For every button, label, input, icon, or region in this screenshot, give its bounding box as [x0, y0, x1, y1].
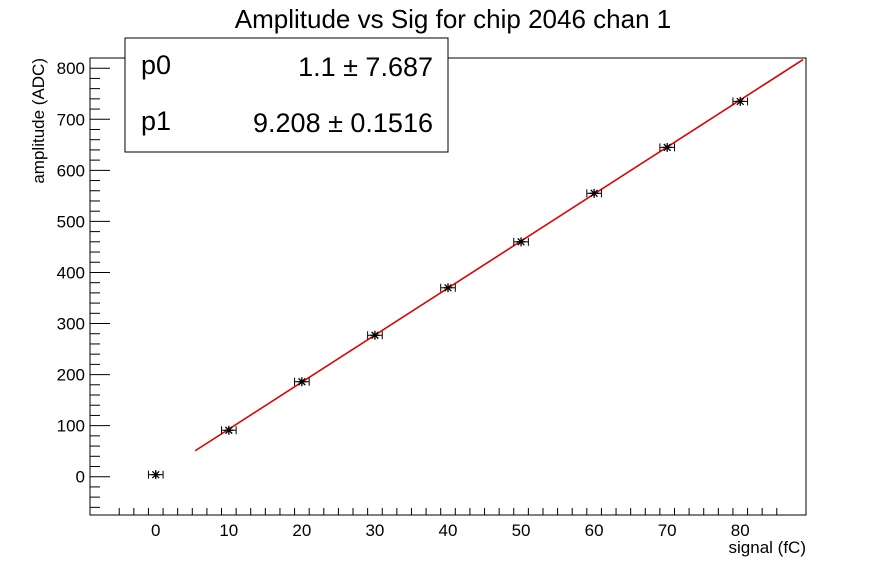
y-tick-label: 600 — [57, 161, 85, 180]
y-tick-label: 700 — [57, 110, 85, 129]
y-tick-label: 400 — [57, 263, 85, 282]
data-point — [294, 377, 310, 387]
data-point — [367, 330, 383, 340]
x-tick-label: 30 — [365, 521, 384, 540]
x-tick-label: 40 — [439, 521, 458, 540]
data-point — [440, 283, 456, 293]
x-tick-label: 20 — [292, 521, 311, 540]
y-tick-label: 300 — [57, 315, 85, 334]
fit-layer — [194, 58, 804, 452]
x-tick-label: 50 — [512, 521, 531, 540]
fit-line — [194, 58, 804, 452]
star-marker — [370, 330, 380, 340]
star-marker — [662, 142, 672, 152]
x-tick-label: 70 — [658, 521, 677, 540]
star-marker — [151, 470, 161, 480]
star-marker — [443, 283, 453, 293]
stats-row-p1-name: p1 — [141, 106, 171, 136]
stats-box: p0 1.1 ± 7.687 p1 9.208 ± 0.1516 — [124, 37, 449, 153]
x-axis-label: signal (fC) — [729, 538, 806, 557]
x-tick-label: 80 — [731, 521, 750, 540]
star-marker — [224, 425, 234, 435]
x-tick-label: 60 — [585, 521, 604, 540]
data-point — [659, 142, 675, 152]
star-marker — [735, 96, 745, 106]
star-marker — [297, 377, 307, 387]
stats-box-frame — [124, 37, 449, 153]
y-tick-label: 0 — [76, 468, 85, 487]
y-axis-ticks — [90, 57, 110, 508]
stats-row-p1-value: 9.208 ± 0.1516 — [253, 108, 433, 138]
star-marker — [516, 237, 526, 247]
x-tick-label: 0 — [151, 521, 160, 540]
stats-row-p0-name: p0 — [141, 50, 171, 80]
star-marker — [589, 188, 599, 198]
y-tick-label: 500 — [57, 212, 85, 231]
data-point — [586, 188, 602, 198]
y-tick-label: 200 — [57, 366, 85, 385]
data-point — [732, 96, 749, 106]
y-axis-tick-labels: 0 100 200 300 400 500 600 700 800 — [57, 59, 85, 486]
data-point — [147, 470, 164, 480]
data-point — [221, 425, 237, 435]
y-axis-label: amplitude (ADC) — [29, 58, 48, 184]
chart-title: Amplitude vs Sig for chip 2046 chan 1 — [235, 4, 671, 34]
stats-row-p0-value: 1.1 ± 7.687 — [298, 52, 433, 82]
x-tick-label: 10 — [219, 521, 238, 540]
y-tick-label: 800 — [57, 59, 85, 78]
data-points-layer — [147, 96, 749, 480]
x-axis-tick-labels: 0 10 20 30 40 50 60 70 80 — [151, 521, 750, 540]
data-point — [513, 237, 529, 247]
y-tick-label: 100 — [57, 417, 85, 436]
x-axis-ticks — [118, 508, 778, 515]
